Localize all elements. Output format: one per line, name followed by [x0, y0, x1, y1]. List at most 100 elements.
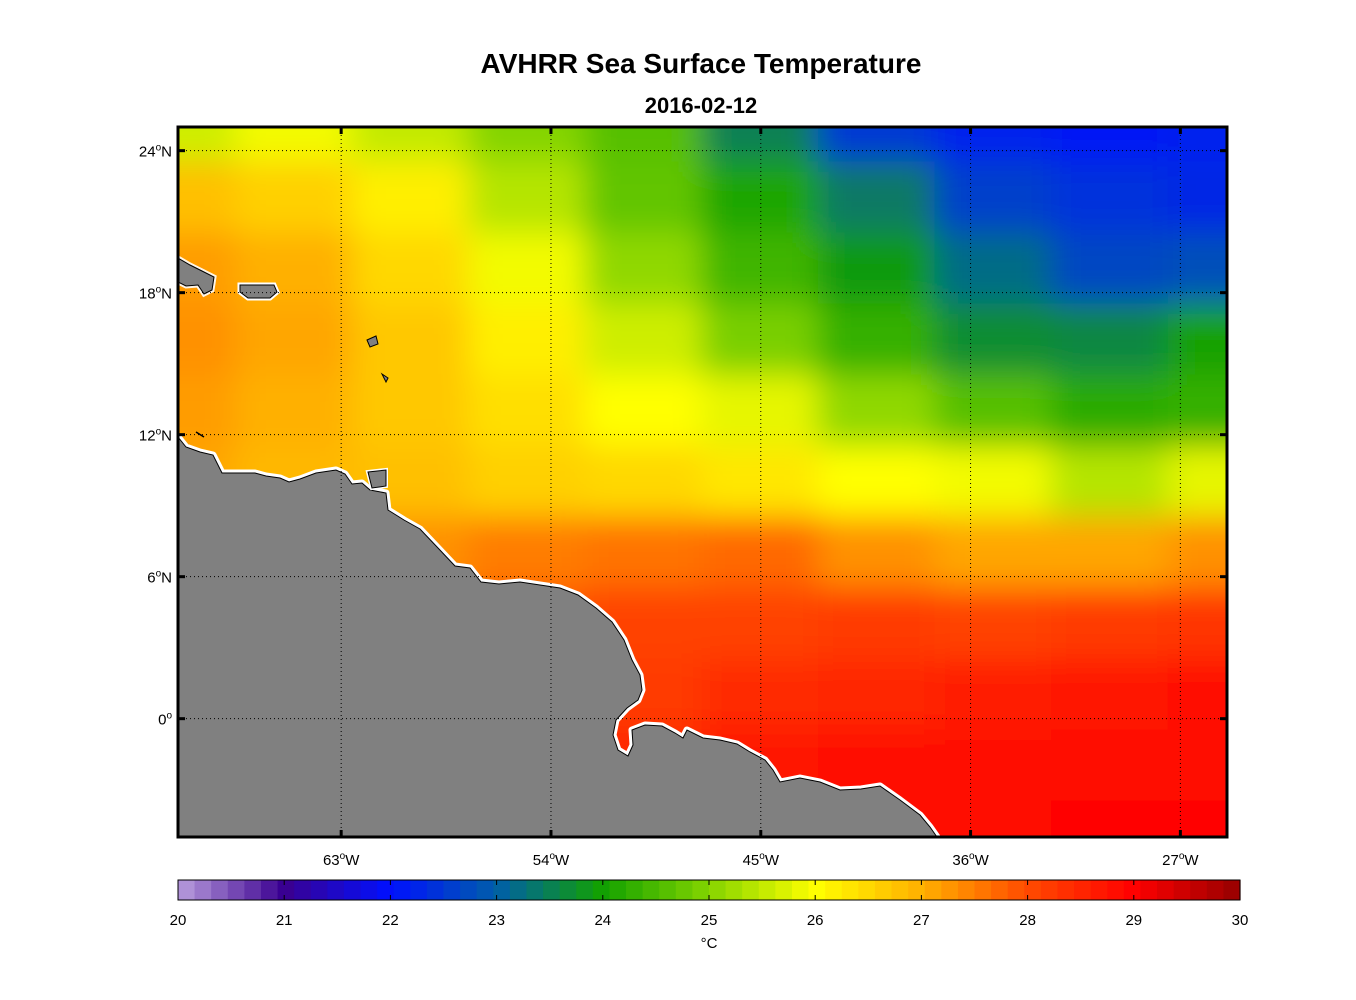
colorbar-tick-label: 25 — [701, 912, 718, 929]
sst-cell — [178, 127, 238, 164]
island-grenada — [195, 431, 205, 438]
sst-cell — [818, 127, 937, 164]
colorbar-step — [626, 880, 644, 900]
colorbar-step — [244, 880, 262, 900]
sst-cell — [235, 161, 354, 235]
colorbar-step — [576, 880, 594, 900]
colorbar-tick-label: 28 — [1019, 912, 1036, 929]
sst-cell — [934, 161, 1054, 235]
colorbar-step — [908, 880, 926, 900]
sst-cell — [468, 445, 587, 519]
sst-cell — [584, 232, 704, 306]
colorbar-step — [675, 880, 694, 900]
colorbar-step — [1107, 880, 1125, 900]
colorbar: 20 21 22 23 24 25 26 27 28 29 30 °C — [170, 879, 1249, 952]
colorbar-step — [858, 880, 876, 900]
colorbar-tick-label: 27 — [913, 912, 930, 929]
colorbar-step — [460, 880, 478, 900]
colorbar-step — [1140, 880, 1158, 900]
sst-cell — [818, 658, 937, 732]
sst-cell — [584, 303, 704, 377]
sst-cell — [1051, 516, 1170, 590]
sst-cell — [351, 127, 471, 164]
sst-cell — [701, 232, 821, 306]
sst-cell — [584, 161, 704, 235]
colorbar-step — [592, 880, 611, 900]
sst-cell — [468, 374, 587, 448]
sst-cell — [1167, 729, 1227, 803]
colorbar-step — [377, 880, 395, 900]
colorbar-step — [1190, 880, 1208, 900]
colorbar-step — [874, 880, 893, 900]
colorbar-step — [526, 880, 544, 900]
sst-cell — [701, 516, 821, 590]
sst-cell — [934, 729, 1054, 803]
island-guadeloupe — [366, 335, 379, 348]
colorbar-step — [1123, 880, 1142, 900]
sst-cell — [934, 516, 1054, 590]
colorbar-step — [1040, 880, 1059, 900]
colorbar-step — [343, 880, 362, 900]
sst-cell — [934, 587, 1054, 661]
sst-cell — [934, 800, 1054, 837]
graticule — [178, 127, 1227, 837]
sst-cell — [1167, 374, 1227, 448]
sst-cell — [1167, 232, 1227, 306]
sst-cell — [1051, 374, 1170, 448]
colorbar-step — [808, 880, 826, 900]
sst-cell — [1167, 800, 1227, 837]
sst-cell — [1167, 161, 1227, 235]
sst-cell — [1051, 800, 1170, 837]
colorbar-step — [609, 880, 627, 900]
colorbar-step — [775, 880, 793, 900]
colorbar-tick-label: 24 — [594, 912, 611, 929]
sst-cell — [584, 374, 704, 448]
colorbar-tick-label: 20 — [170, 912, 187, 929]
sst-cell — [818, 374, 937, 448]
colorbar-step — [493, 880, 511, 900]
colorbar-step — [709, 880, 727, 900]
sst-cell — [1167, 127, 1227, 164]
colorbar-step — [991, 880, 1009, 900]
lat-tick-label: 24oN — [139, 143, 172, 161]
sst-cell — [1051, 658, 1170, 732]
sst-cell — [1051, 303, 1170, 377]
lat-tick-label: 6oN — [147, 569, 172, 587]
colorbar-step — [941, 880, 959, 900]
colorbar-step — [393, 880, 411, 900]
colorbar-step — [227, 880, 245, 900]
sst-cell — [468, 127, 587, 164]
colorbar-step — [1024, 880, 1042, 900]
colorbar-step — [327, 880, 345, 900]
colorbar-step — [692, 880, 710, 900]
colorbar-step — [1007, 880, 1025, 900]
coastline — [178, 436, 938, 837]
sst-cell — [818, 516, 937, 590]
colorbar-step — [426, 880, 445, 900]
map-area — [178, 127, 1227, 837]
colorbar-step — [1157, 880, 1175, 900]
sst-cell — [818, 232, 937, 306]
sst-cell — [701, 161, 821, 235]
sst-cell — [1167, 445, 1227, 519]
colorbar-step — [758, 880, 776, 900]
island-martinique — [380, 372, 389, 384]
colorbar-step — [194, 880, 212, 900]
sst-cell — [701, 445, 821, 519]
chart-subtitle: 2016-02-12 — [644, 93, 758, 118]
colorbar-step — [825, 880, 843, 900]
colorbar-tick-label: 22 — [382, 912, 399, 929]
sst-cell — [934, 445, 1054, 519]
sst-cell — [818, 587, 937, 661]
map-tick-labels: 63oW 54oW 45oW 36oW 27oW 24oN 18oN 12oN 6oN 0o — [139, 143, 1200, 869]
colorbar-step — [974, 880, 992, 900]
chart-title: AVHRR Sea Surface Temperature — [480, 48, 922, 79]
sst-cell — [934, 232, 1054, 306]
sst-cell — [468, 161, 587, 235]
sst-cell — [235, 127, 354, 164]
colorbar-tick-label: 30 — [1232, 912, 1249, 929]
sst-cell — [468, 232, 587, 306]
sst-cell — [1167, 658, 1227, 732]
sst-cell — [584, 127, 704, 164]
